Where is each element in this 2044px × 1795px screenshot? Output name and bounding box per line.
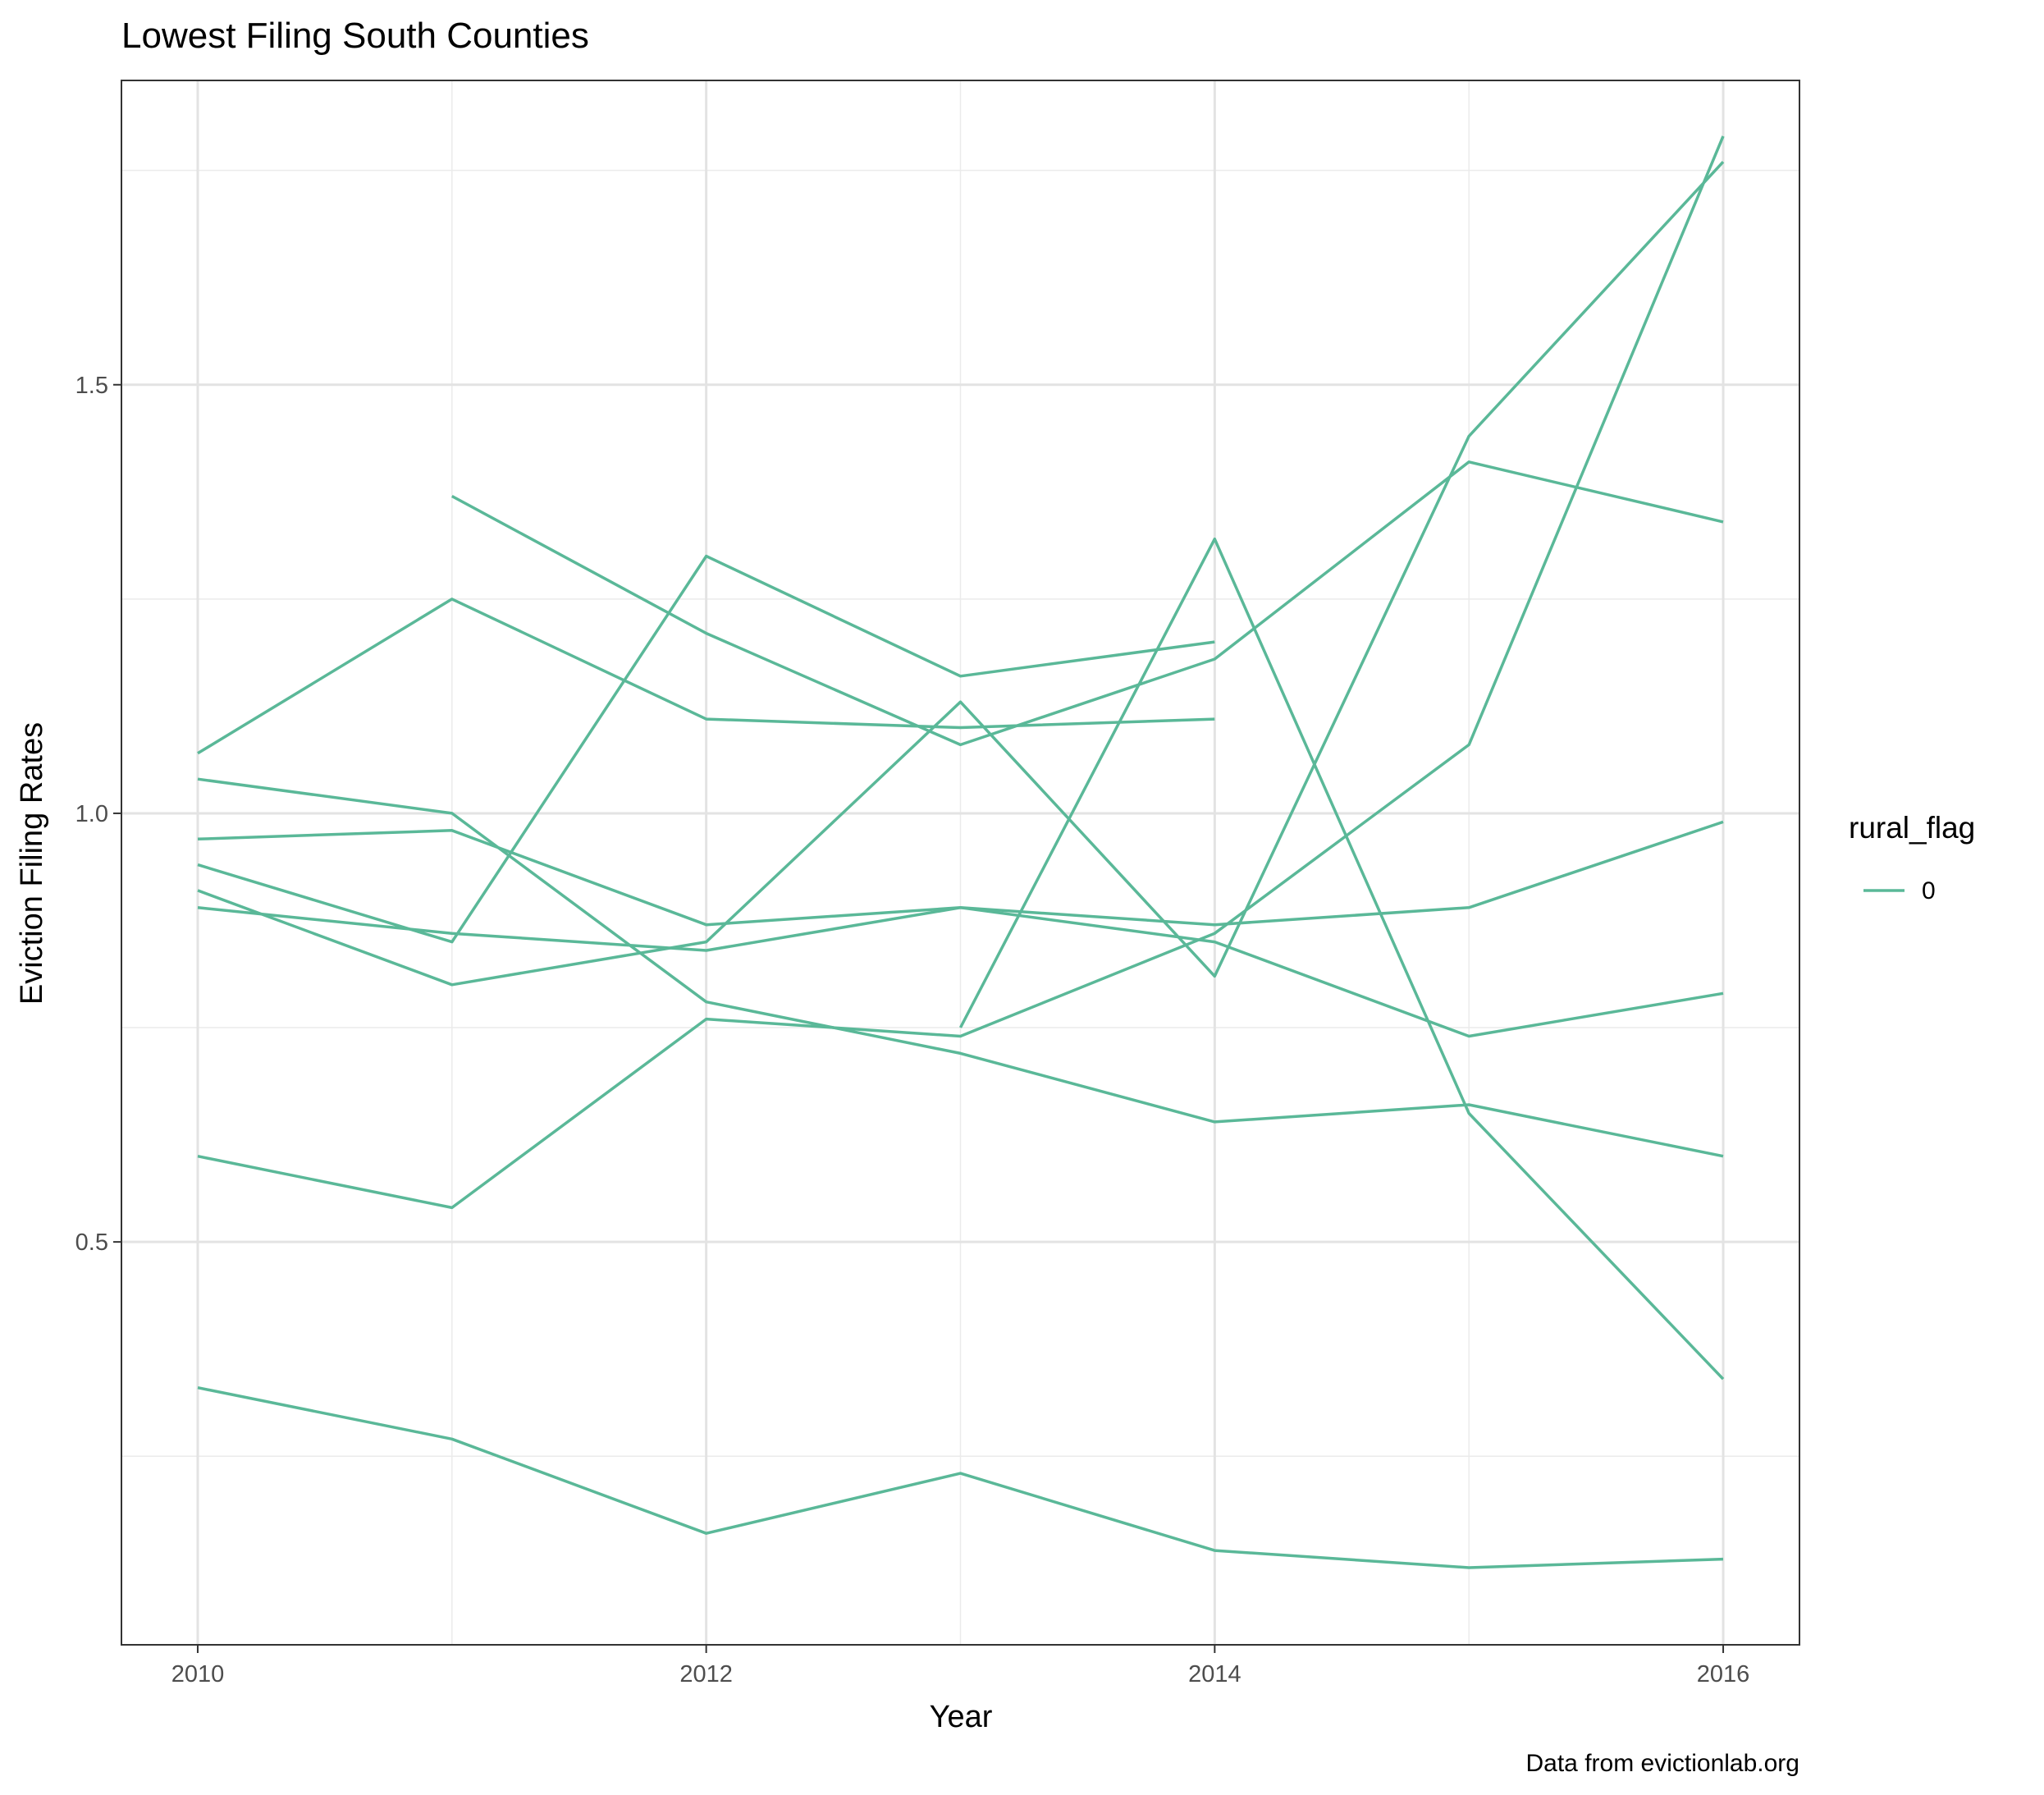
- x-tick-label: 2014: [1188, 1661, 1241, 1687]
- x-tick-label: 2016: [1697, 1661, 1750, 1687]
- series-line-8: [450, 460, 1724, 747]
- x-tick-label: 2012: [679, 1661, 733, 1687]
- axis-ticks: 2010 2012 2014 2016 0.5 1.0 1.5: [75, 373, 1750, 1687]
- x-axis-label: Year: [930, 1700, 993, 1734]
- y-tick-label: 1.5: [75, 373, 108, 399]
- series-line-3: [197, 829, 1724, 1038]
- grid-major: [121, 80, 1799, 1645]
- series-line-7: [197, 554, 1215, 944]
- grid-minor: [121, 80, 1799, 1645]
- series-line-4: [197, 777, 1724, 1158]
- y-tick-label: 1.0: [75, 801, 108, 827]
- series-line-6: [197, 598, 1215, 755]
- y-axis-label: Eviction Filing Rates: [15, 722, 49, 1005]
- x-tick-label: 2010: [171, 1661, 225, 1687]
- series-line-9: [958, 537, 1725, 1381]
- legend: rural_flag 0: [1849, 811, 1975, 904]
- series-line-5: [197, 161, 1725, 987]
- series-line-0: [197, 1385, 1724, 1569]
- series-layer: [197, 135, 1725, 1569]
- chart-title: Lowest Filing South Counties: [121, 16, 589, 56]
- legend-label-0: 0: [1922, 877, 1936, 904]
- caption: Data from evictionlab.org: [1526, 1750, 1800, 1777]
- series-line-1: [197, 135, 1725, 1210]
- y-tick-label: 0.5: [75, 1229, 108, 1256]
- legend-title: rural_flag: [1849, 811, 1975, 845]
- panel-border: [121, 80, 1800, 1646]
